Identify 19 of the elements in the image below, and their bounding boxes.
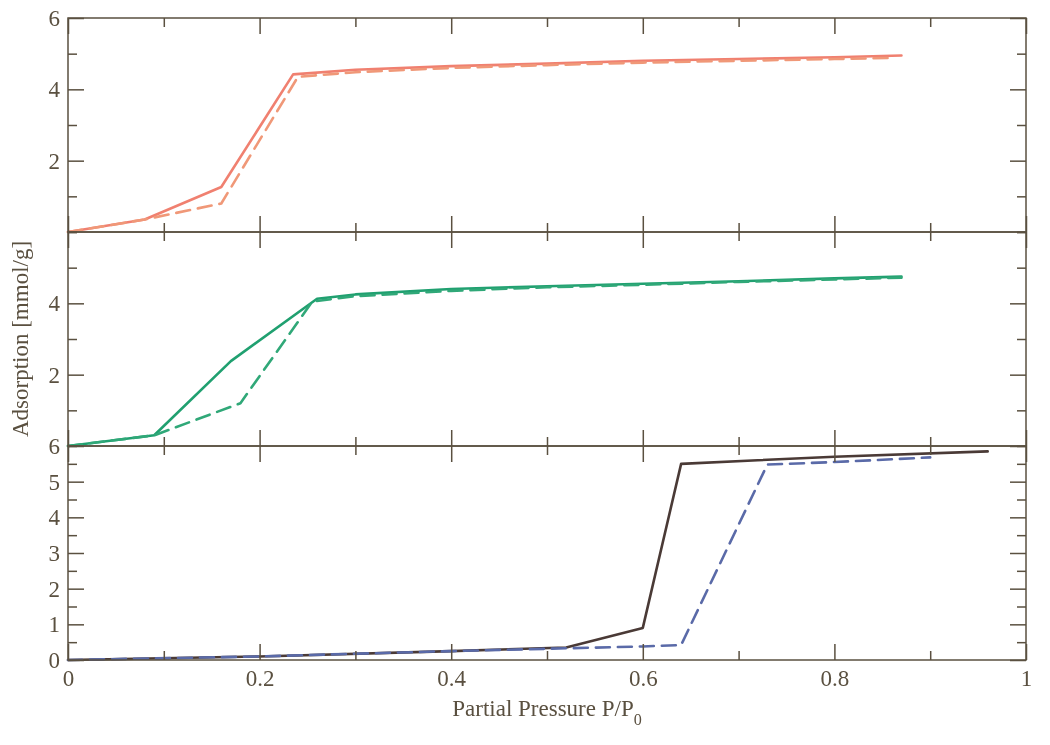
y-axis-title: Adsorption [mmol/g] [8, 240, 33, 438]
x-tick-label: 0.4 [437, 666, 467, 692]
y-tick-label: 2 [48, 362, 60, 388]
y-tick-label: 3 [48, 540, 60, 566]
y-tick-label: 0 [48, 647, 60, 673]
y-tick-label: 6 [48, 433, 60, 459]
y-tick-label: 4 [48, 505, 61, 531]
x-tick-label: 0.8 [820, 666, 850, 692]
x-tick-label: 1 [1020, 666, 1033, 692]
y-tick-label: 4 [48, 291, 61, 317]
y-tick-label: 6 [48, 5, 60, 31]
x-tick-label: 0.2 [245, 666, 275, 692]
y-tick-label: 2 [48, 148, 60, 174]
y-tick-label: 5 [48, 469, 60, 495]
x-axis-title: Partial Pressure P/P$_{0}$ [452, 696, 642, 728]
x-tick-label: 0.6 [628, 666, 658, 692]
y-tick-label: 1 [48, 612, 60, 638]
y-tick-label: 4 [48, 77, 61, 103]
y-tick-label: 2 [48, 576, 60, 602]
